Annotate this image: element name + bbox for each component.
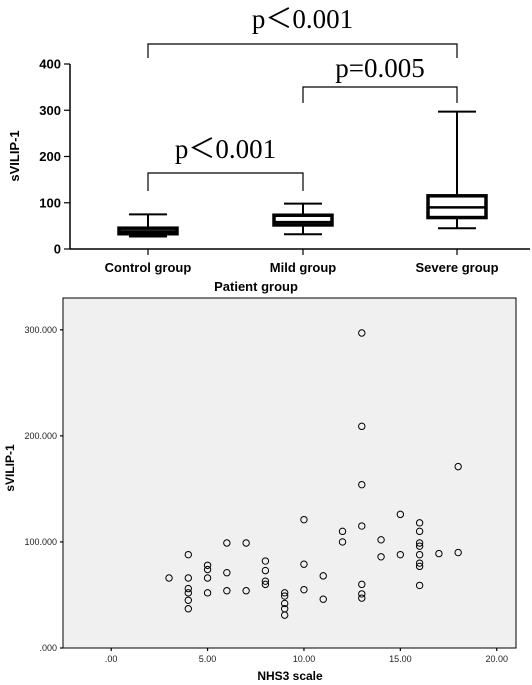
box-y-ticks: 0 100 200 300 400 (39, 57, 70, 257)
p-value-label: p＜0.001 (252, 4, 353, 34)
scatter-x-tick-label: 15.00 (389, 654, 412, 664)
scatter-point (242, 587, 250, 595)
scatter-y-ticks: .000 100.000 200.000 300.000 (24, 325, 63, 653)
scatter-point (261, 566, 270, 575)
scatter-panel: .000 100.000 200.000 300.000 .00 5.00 10.00 15… (3, 297, 517, 683)
scatter-x-axis-label: NHS3 scale (257, 669, 323, 683)
box-1 (117, 213, 179, 238)
scatter-y-tick-label: .000 (39, 643, 57, 653)
scatter-point (415, 581, 424, 590)
box-category-label: Control group (105, 260, 192, 275)
scatter-point (184, 550, 192, 559)
scatter-point (319, 595, 327, 603)
scatter-point (338, 538, 347, 546)
p-value-label: p=0.005 (335, 53, 424, 83)
scatter-point (319, 572, 327, 580)
scatter-point (415, 550, 424, 559)
scatter-point (358, 522, 366, 530)
scatter-point (338, 527, 347, 536)
scatter-point (358, 329, 366, 337)
scatter-x-tick-label: 10.00 (293, 654, 316, 664)
scatter-point (280, 599, 289, 608)
scatter-point (415, 527, 424, 536)
box-y-tick-label: 0 (54, 242, 61, 257)
scatter-point (203, 565, 212, 574)
scatter-point (454, 548, 462, 557)
scatter-point (358, 590, 366, 598)
significance-brackets: p＜0.001 p=0.005 p＜0.001 (147, 4, 458, 191)
box-y-tick-label: 100 (39, 195, 61, 210)
box-y-axis-label: sVILIP-1 (7, 130, 22, 181)
scatter-point (358, 422, 366, 431)
box-x-axis-label: Patient group (214, 279, 298, 294)
scatter-point (300, 515, 308, 524)
box-3 (426, 110, 488, 230)
scatter-point (358, 594, 366, 602)
scatter-x-tick-label: .00 (105, 654, 118, 664)
scatter-x-ticks: .00 5.00 10.00 15.00 20.00 (105, 648, 508, 664)
box-x-ticks: Control group Mild group Severe group (105, 249, 499, 275)
significance-bracket (302, 86, 458, 103)
box-y-tick-label: 400 (39, 57, 61, 72)
scatter-point (165, 574, 173, 582)
boxplot-panel: 0 100 200 300 400 Control group Mild group Sev… (7, 4, 530, 294)
scatter-point (184, 605, 192, 613)
scatter-point (396, 550, 405, 559)
box-category-label: Mild group (270, 260, 336, 275)
scatter-point (203, 589, 212, 597)
box-2 (272, 202, 334, 236)
scatter-y-axis-label: sVILIP-1 (3, 444, 17, 492)
scatter-point (223, 587, 231, 595)
scatter-point (184, 584, 192, 593)
scatter-point (415, 539, 424, 547)
box-category-label: Severe group (415, 260, 498, 275)
scatter-point (300, 560, 308, 568)
p-value-label: p＜0.001 (175, 134, 276, 164)
box-marks (117, 110, 488, 238)
scatter-point (358, 580, 366, 589)
box-y-tick-label: 200 (39, 149, 61, 164)
box-body (272, 213, 334, 227)
scatter-point (377, 536, 385, 544)
scatter-point (280, 611, 289, 619)
scatter-point (358, 480, 366, 489)
scatter-point (223, 568, 231, 577)
scatter-point (280, 592, 289, 600)
scatter-point (261, 557, 270, 565)
scatter-point (184, 574, 192, 582)
scatter-point (396, 510, 405, 519)
scatter-point (184, 589, 192, 597)
scatter-point (415, 559, 424, 567)
scatter-point (242, 539, 250, 547)
scatter-y-tick-label: 200.000 (24, 431, 57, 441)
scatter-point (435, 549, 443, 558)
scatter-point (454, 462, 462, 471)
scatter-point (415, 519, 424, 527)
scatter-plot-area (62, 297, 517, 649)
scatter-points (165, 329, 462, 619)
scatter-point (377, 553, 385, 561)
scatter-point (203, 574, 212, 582)
scatter-point (203, 561, 212, 569)
box-y-tick-label: 300 (39, 103, 61, 118)
scatter-y-tick-label: 300.000 (24, 325, 57, 335)
scatter-point (261, 580, 270, 589)
significance-bracket (147, 43, 458, 58)
scatter-point (261, 577, 270, 585)
scatter-x-tick-label: 20.00 (485, 654, 508, 664)
scatter-point (223, 539, 231, 547)
scatter-point (415, 562, 424, 571)
scatter-x-tick-label: 5.00 (199, 654, 217, 664)
scatter-point (415, 542, 424, 550)
significance-bracket (147, 172, 304, 191)
scatter-point (280, 589, 289, 597)
scatter-point (184, 596, 192, 604)
scatter-point (300, 585, 308, 594)
scatter-y-tick-label: 100.000 (24, 537, 57, 547)
